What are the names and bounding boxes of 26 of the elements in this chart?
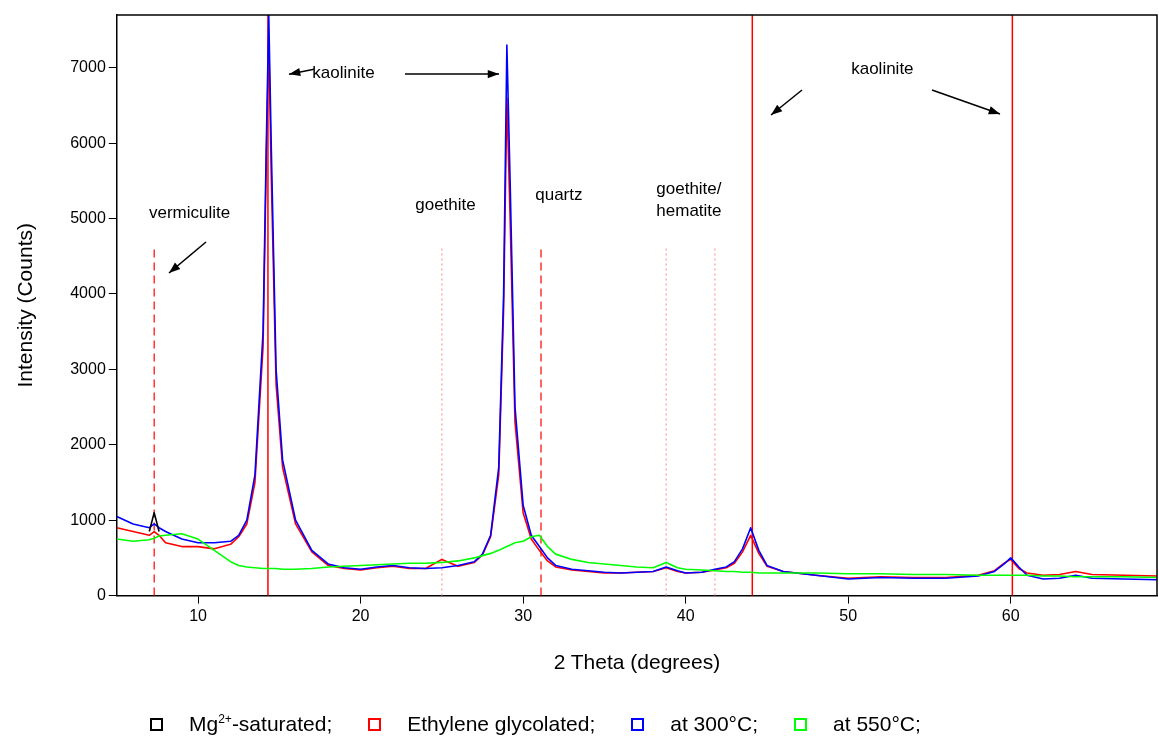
y-tick-label: 5000 bbox=[70, 208, 106, 226]
annotation: kaolinite bbox=[851, 59, 914, 79]
legend-label: at 550°C; bbox=[833, 712, 921, 736]
legend-label: at 300°C; bbox=[670, 712, 759, 736]
y-tick-label: 0 bbox=[96, 586, 106, 604]
x-tick-label: 10 bbox=[189, 606, 208, 624]
y-tick-label: 2000 bbox=[70, 435, 106, 453]
x-tick-label: 60 bbox=[1001, 606, 1020, 624]
x-tick-label: 50 bbox=[839, 606, 858, 624]
x-tick-label: 30 bbox=[514, 606, 533, 624]
annotation: vermiculite bbox=[148, 202, 231, 222]
y-axis-title: Intensity (Counts) bbox=[13, 223, 37, 388]
y-tick-label: 1000 bbox=[70, 510, 106, 528]
annotation: goethite/ hematite bbox=[656, 179, 722, 221]
y-tick-label: 3000 bbox=[70, 359, 106, 377]
x-axis-title: 2 Theta (degrees) bbox=[553, 650, 721, 674]
y-tick-label: 7000 bbox=[70, 58, 106, 76]
x-tick-label: 40 bbox=[676, 606, 695, 624]
annotation: goethite bbox=[415, 194, 476, 214]
legend-label: Ethylene glycolated; bbox=[407, 712, 596, 736]
y-tick-label: 6000 bbox=[70, 133, 106, 151]
x-tick-label: 20 bbox=[351, 606, 370, 624]
annotation: kaolinite bbox=[312, 63, 375, 83]
y-tick-label: 4000 bbox=[70, 284, 106, 302]
legend-label: Mg$^{2+}$-saturated; bbox=[189, 712, 333, 736]
annotation: quartz bbox=[535, 184, 583, 204]
